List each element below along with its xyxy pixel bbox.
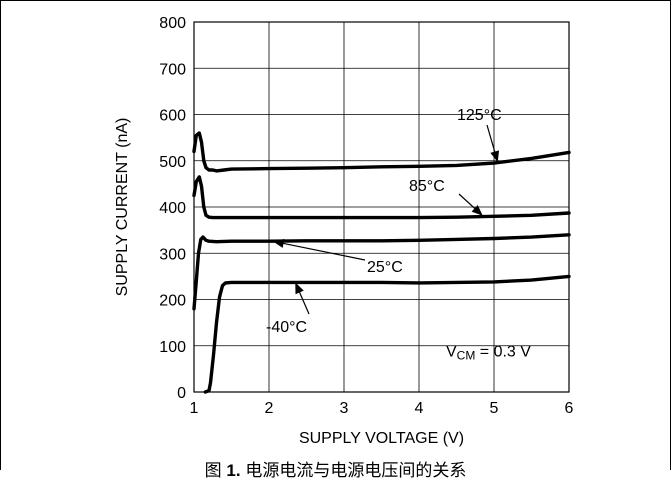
callout-arrowhead (471, 205, 483, 216)
figure-caption: 图 1. 电源电流与电源电压间的关系 (0, 456, 671, 481)
x-axis-label: SUPPLY VOLTAGE (V) (299, 430, 464, 447)
callout-arrowhead (272, 239, 285, 248)
y-tick-label: 200 (159, 293, 186, 310)
y-tick-label: 400 (159, 200, 186, 217)
y-tick-label: 800 (159, 15, 186, 32)
callout-label: 25°C (367, 259, 403, 276)
y-tick-label: 700 (159, 61, 186, 78)
callout-arrowhead (295, 282, 304, 295)
y-tick-labels: 0 100 200 300 400 500 600 700 800 (159, 15, 186, 402)
callout-leader (486, 124, 497, 157)
callout-label: 85°C (409, 178, 445, 195)
x-tick-label: 6 (565, 400, 574, 417)
caption-figure-label: 图 (204, 461, 222, 481)
series-line (192, 233, 571, 311)
series-line (192, 175, 571, 220)
caption-text: 电源电流与电源电压间的关系 (245, 461, 467, 481)
x-tick-label: 2 (265, 400, 274, 417)
callout-arrowhead (490, 150, 500, 163)
vcm-annotation: VCM = 0.3 V (446, 343, 531, 362)
y-tick-label: 100 (159, 339, 186, 356)
frame-top-border (0, 0, 671, 1)
y-axis-label: SUPPLY CURRENT (nA) (114, 118, 131, 297)
vcm-suffix: = 0.3 V (475, 343, 531, 360)
callout-label: -40°C (266, 319, 307, 336)
vcm-prefix: V (446, 343, 457, 360)
y-tick-label: 500 (159, 154, 186, 171)
x-tick-labels: 1 2 3 4 5 6 (190, 400, 574, 417)
frame-left-border (0, 0, 1, 470)
callout-leader (278, 241, 366, 261)
y-tick-label: 300 (159, 246, 186, 263)
x-tick-label: 5 (490, 400, 499, 417)
series-line (192, 131, 571, 173)
vcm-subscript: CM (457, 348, 476, 362)
chart-grid (193, 21, 570, 393)
x-tick-label: 4 (415, 400, 424, 417)
supply-current-chart: 125°C 85°C 25°C -40°C 0 100 200 300 400 500 600 70… (114, 15, 574, 447)
callout-label: 125°C (457, 107, 502, 124)
y-tick-label: 600 (159, 108, 186, 125)
x-tick-label: 1 (190, 400, 199, 417)
chart-series (192, 131, 571, 394)
x-tick-label: 3 (340, 400, 349, 417)
chart-callouts: 125°C 85°C 25°C -40°C (266, 107, 502, 336)
y-tick-label: 0 (177, 385, 186, 402)
caption-figure-number: 1. (226, 461, 241, 480)
plot-area-border (193, 21, 570, 393)
series-line (203, 274, 571, 394)
